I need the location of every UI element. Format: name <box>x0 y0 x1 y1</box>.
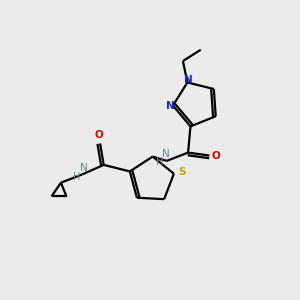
Text: O: O <box>94 130 103 140</box>
Text: H: H <box>73 172 80 182</box>
Text: O: O <box>212 151 220 160</box>
Text: S: S <box>178 167 186 177</box>
Text: N: N <box>184 75 193 85</box>
Text: N: N <box>80 164 88 173</box>
Text: N: N <box>162 149 170 159</box>
Text: H: H <box>157 158 164 167</box>
Text: N: N <box>166 100 174 110</box>
